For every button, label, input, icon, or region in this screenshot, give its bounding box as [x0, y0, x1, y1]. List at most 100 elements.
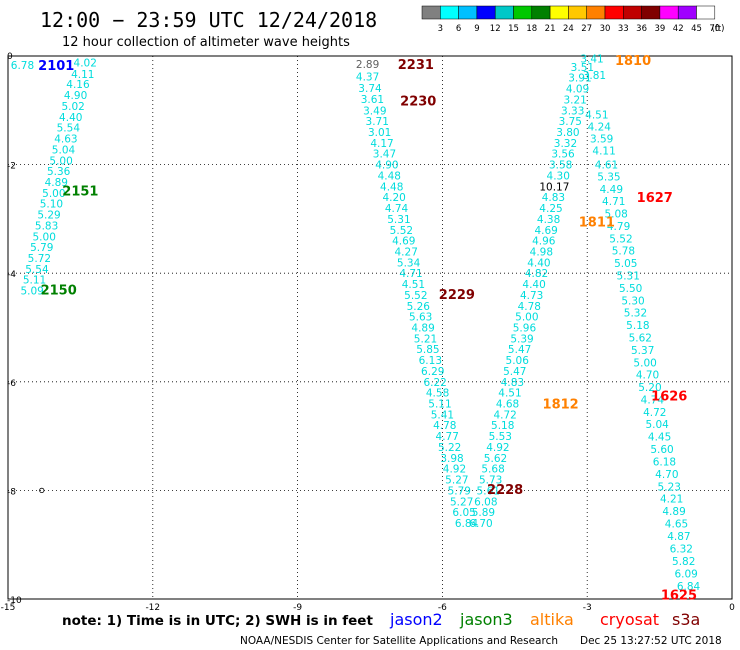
swh-value: 4.89	[411, 323, 434, 335]
legend-s3a: s3a	[672, 610, 700, 629]
swh-value: 3.61	[361, 94, 384, 106]
footer-credit: NOAA/NESDIS Center for Satellite Applica…	[240, 635, 558, 647]
swh-value: 4.83	[501, 377, 524, 389]
colorbar-swatch	[677, 5, 697, 20]
swh-value: 4.90	[375, 160, 398, 172]
colorbar-label: 33	[618, 24, 629, 34]
swh-value: 3.74	[358, 83, 382, 95]
x-tick-label: 0	[729, 603, 735, 613]
colorbar-swatch	[568, 5, 587, 20]
swh-value: 5.11	[23, 275, 46, 287]
swh-value: 5.00	[515, 312, 538, 324]
swh-value: 5.47	[508, 344, 531, 356]
swh-value: 6.70	[469, 518, 492, 530]
swh-value: 5.60	[650, 444, 673, 456]
legend-jason2: jason2	[389, 610, 443, 629]
y-tick-label: -4	[7, 270, 16, 280]
swh-value: 4.73	[520, 290, 543, 302]
track-label: 2230	[400, 95, 436, 110]
swh-value: 4.79	[607, 221, 630, 233]
colorbar-label: 70	[709, 24, 720, 34]
swh-value: 6.09	[674, 568, 697, 580]
colorbar-swatch	[696, 5, 716, 20]
swh-value: 5.54	[25, 264, 49, 276]
swh-value: 4.87	[667, 531, 690, 543]
swh-value: 4.40	[527, 257, 550, 269]
swh-value: 5.31	[617, 270, 640, 282]
colorbar-swatch	[421, 5, 441, 20]
swh-value: 4.51	[498, 388, 521, 400]
colorbar-swatch	[641, 5, 661, 20]
swh-value: 5.21	[414, 333, 437, 345]
y-tick-label: 0	[7, 52, 13, 62]
swh-value: 4.51	[585, 110, 608, 122]
track-label: 1812	[543, 398, 579, 413]
swh-value: 5.61	[477, 485, 500, 497]
swh-value: 4.82	[525, 268, 548, 280]
swh-value: 4.20	[382, 192, 405, 204]
swh-value: 4.51	[402, 279, 425, 291]
swh-value: 5.00	[42, 188, 65, 200]
colorbar-label: 30	[600, 24, 611, 34]
swh-value: 3.56	[551, 149, 575, 161]
swh-value: 5.73	[479, 475, 502, 487]
swh-value: 5.35	[597, 172, 620, 184]
swh-value: 4.74	[641, 395, 665, 407]
swh-value: 5.20	[638, 382, 661, 394]
track-label: 2150	[41, 283, 77, 298]
swh-value: 4.25	[539, 203, 562, 215]
colorbar-label: 12	[490, 24, 501, 34]
swh-value: 5.32	[624, 307, 647, 319]
swh-value: 5.37	[631, 345, 654, 357]
swh-value: 4.98	[530, 246, 553, 258]
swh-value: 5.06	[506, 355, 530, 367]
swh-value: 6.84	[455, 518, 479, 530]
swh-value: 5.72	[28, 253, 51, 265]
swh-value: 4.69	[392, 236, 415, 248]
track-label: 2228	[487, 483, 523, 498]
colorbar-swatch	[458, 5, 478, 20]
swh-value: 5.50	[619, 283, 642, 295]
colorbar-swatch	[513, 5, 533, 20]
swh-value: 5.79	[448, 485, 471, 497]
swh-value: 5.53	[489, 431, 512, 443]
swh-value: 3.59	[590, 134, 613, 146]
swh-value: 5.04	[645, 419, 669, 431]
swh-value: 3.91	[568, 73, 591, 85]
legend-altika: altika	[530, 610, 574, 629]
swh-value: 5.31	[387, 214, 410, 226]
swh-value: 5.29	[37, 210, 60, 222]
swh-value: 4.45	[648, 432, 671, 444]
swh-value: 5.62	[484, 453, 507, 465]
colorbar-swatch	[604, 5, 624, 20]
swh-value: 4.58	[426, 388, 449, 400]
plot-frame	[7, 55, 733, 600]
swh-value: 3.80	[556, 127, 579, 139]
swh-value: 4.48	[378, 170, 401, 182]
swh-value: 5.96	[513, 323, 537, 335]
swh-value: 5.52	[390, 225, 413, 237]
swh-value: 4.48	[380, 181, 403, 193]
swh-value: 4.40	[522, 279, 545, 291]
swh-value: 5.26	[407, 301, 431, 313]
swh-value: 4.70	[655, 469, 678, 481]
swh-value: 4.72	[493, 409, 516, 421]
swh-value: 5.85	[416, 344, 439, 356]
swh-value: 5.00	[33, 231, 56, 243]
swh-value: 5.79	[30, 242, 53, 254]
swh-value: 4.90	[64, 90, 87, 102]
colorbar-label: 18	[526, 24, 537, 34]
x-tick-label: -9	[293, 603, 302, 613]
swh-value: 5.47	[503, 366, 526, 378]
swh-value: 6.32	[670, 544, 693, 556]
y-tick-label: -8	[7, 487, 16, 497]
y-tick-label: -2	[7, 162, 16, 172]
colorbar-swatch	[549, 5, 569, 20]
swh-value: 4.11	[592, 145, 615, 157]
swh-value: 3.01	[368, 127, 391, 139]
swh-value: 4.83	[542, 192, 565, 204]
swh-value: 5.09	[20, 286, 43, 298]
swh-value: 5.89	[472, 507, 495, 519]
swh-value: 4.40	[59, 112, 82, 124]
swh-value: 3.41	[580, 54, 603, 66]
